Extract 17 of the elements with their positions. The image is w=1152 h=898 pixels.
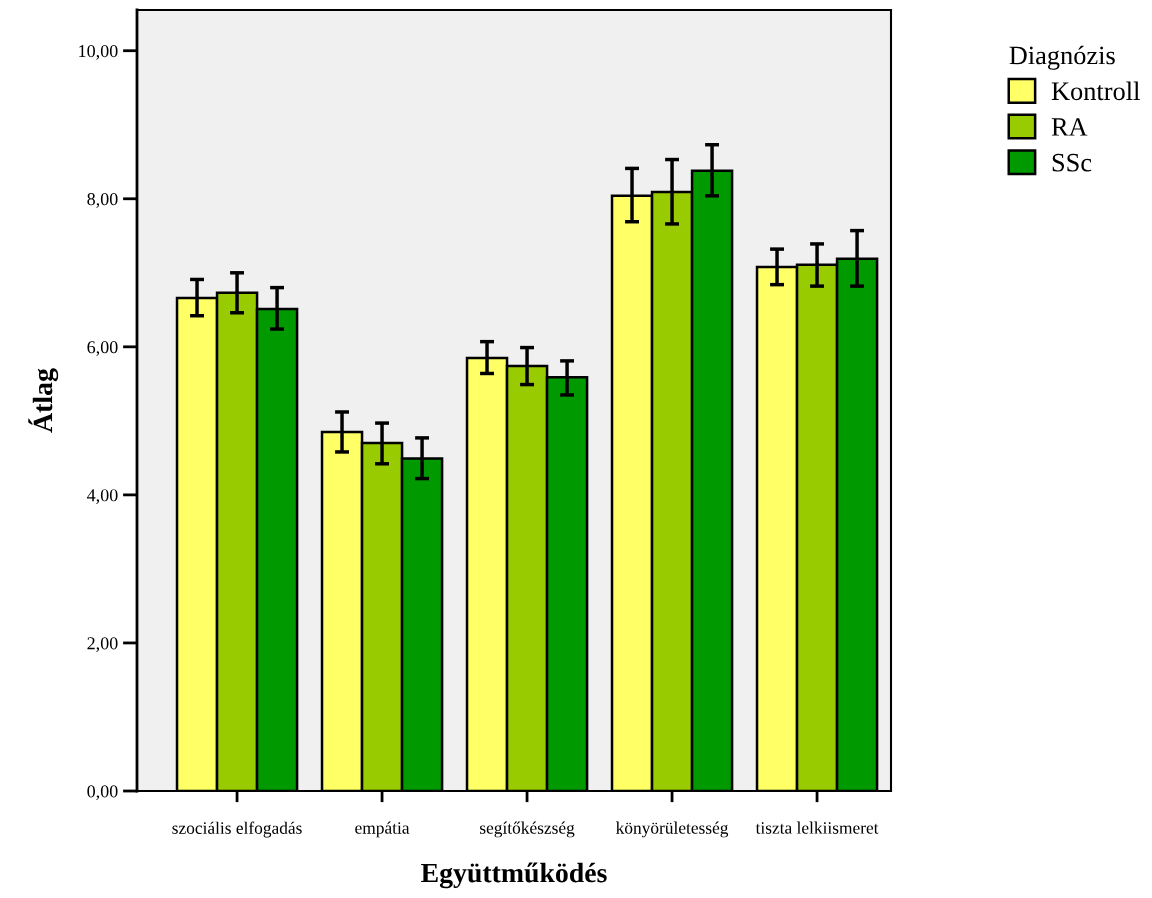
x-tick-label: tiszta lelkiismeret: [755, 821, 879, 834]
legend-label: RA: [1051, 118, 1088, 136]
y-tick-label: 0,00: [87, 785, 118, 801]
x-tick-label: szociális elfogadás: [172, 821, 302, 838]
y-tick-label: 4,00: [87, 489, 118, 504]
x-tick-label: empátia: [355, 821, 410, 838]
legend-label: Kontroll: [1051, 81, 1140, 101]
x-axis-title: Együttműködés: [421, 862, 607, 889]
x-tick-label: segítőkészség: [480, 821, 575, 838]
y-tick-label: 8,00: [87, 193, 118, 208]
legend-title: Diagnózis: [1009, 45, 1115, 70]
y-tick-label: 2,00: [87, 637, 118, 652]
y-tick-label: 10,00: [79, 44, 118, 60]
y-tick-label: 6,00: [87, 341, 118, 356]
legend-label: SSc: [1052, 153, 1092, 172]
x-tick-label: könyörületesség: [615, 821, 729, 838]
y-axis-title: Átlag: [28, 368, 59, 433]
